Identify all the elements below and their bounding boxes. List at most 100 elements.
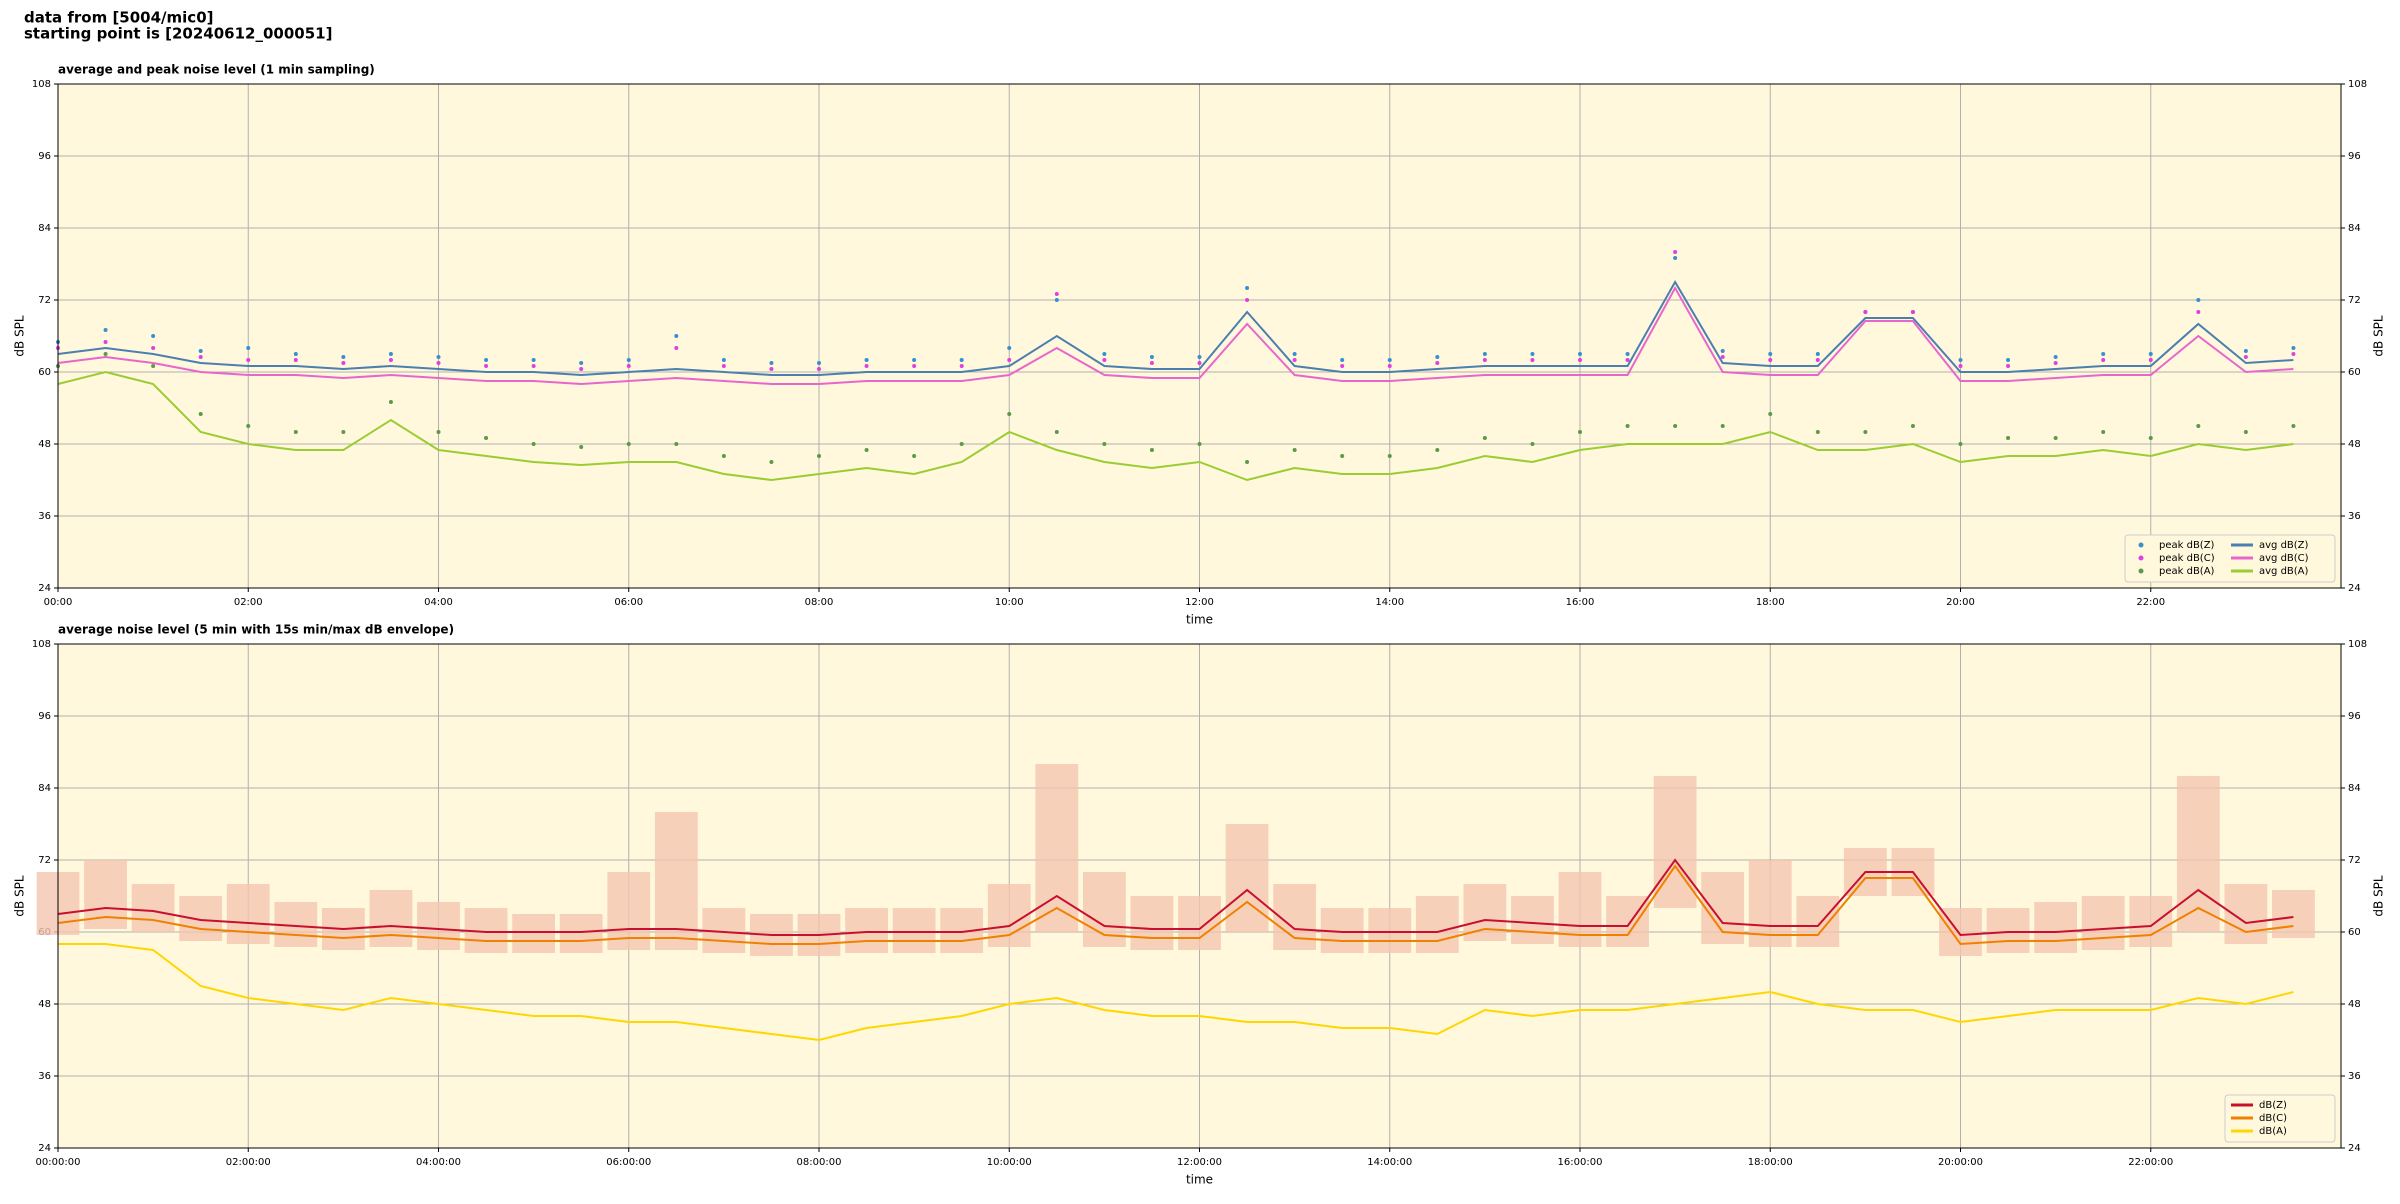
peak-point (769, 460, 774, 464)
peak-point (721, 454, 726, 458)
peak-point (626, 364, 631, 368)
x-axis-label: time (1186, 1173, 1213, 1187)
peak-point (1910, 310, 1915, 314)
peak-point (341, 430, 346, 434)
peak-point (864, 448, 869, 452)
x-tick-label: 04:00 (424, 597, 453, 608)
peak-point (151, 334, 156, 338)
legend-label: avg dB(Z) (2259, 540, 2309, 551)
y-tick-label: 84 (38, 783, 51, 794)
peak-point (1625, 358, 1630, 362)
peak-point (674, 442, 679, 446)
x-tick-label: 08:00:00 (797, 1157, 842, 1168)
peak-point (388, 400, 393, 404)
peak-point (864, 358, 869, 362)
x-tick-label: 04:00:00 (416, 1157, 461, 1168)
series-line (57, 864, 2294, 946)
peak-point (293, 430, 298, 434)
x-tick-label: 18:00:00 (1748, 1157, 1793, 1168)
x-tick-label: 20:00:00 (1938, 1157, 1983, 1168)
y2-axis-label: dB SPL (2372, 875, 2386, 917)
y2-tick-label: 48 (2348, 439, 2361, 450)
peak-point (1768, 358, 1773, 362)
peak-point (436, 430, 441, 434)
x-tick-label: 14:00 (1375, 597, 1404, 608)
y2-tick-label: 24 (2348, 583, 2361, 594)
peak-point (1673, 424, 1678, 428)
peak-point (769, 367, 774, 371)
peak-point (246, 346, 251, 350)
y-tick-label: 96 (38, 711, 51, 722)
y2-tick-label: 72 (2348, 855, 2361, 866)
peak-point (959, 364, 964, 368)
series-line (57, 370, 2294, 482)
peak-point (341, 361, 346, 365)
peak-point (1245, 286, 1250, 290)
y2-tick-label: 96 (2348, 711, 2361, 722)
legend-label: peak dB(C) (2159, 553, 2215, 564)
peak-point (2101, 352, 2106, 356)
legend-box (2124, 534, 2336, 583)
peak-point (1815, 358, 1820, 362)
peak-point (2196, 298, 2201, 302)
peak-point (1387, 358, 1392, 362)
peak-point (2101, 358, 2106, 362)
peak-point (959, 442, 964, 446)
peak-point (103, 328, 108, 332)
legend-label: avg dB(A) (2259, 566, 2309, 577)
y2-tick-label: 36 (2348, 1071, 2361, 1082)
peak-point (151, 364, 156, 368)
peak-point (1625, 424, 1630, 428)
peak-point (721, 364, 726, 368)
x-tick-label: 12:00 (1185, 597, 1214, 608)
peak-point (1673, 250, 1678, 254)
peak-point (817, 367, 821, 371)
header-line: starting point is [20240612_000051] (24, 25, 332, 43)
peak-point (769, 361, 774, 365)
peak-point (579, 361, 584, 365)
peak-point (1102, 358, 1107, 362)
peak-point (103, 352, 108, 356)
peak-point (1863, 430, 1868, 434)
peak-point (959, 358, 964, 362)
peak-point (198, 349, 203, 353)
peak-point (436, 361, 441, 365)
legend-label: dB(A) (2259, 1126, 2287, 1137)
peak-point (1958, 442, 1963, 446)
peak-point (1245, 298, 1250, 302)
peak-point (1007, 346, 1012, 350)
y-tick-label: 108 (32, 639, 51, 650)
y2-tick-label: 84 (2348, 783, 2361, 794)
peak-point (912, 358, 917, 362)
peak-point (531, 442, 536, 446)
legend-marker (2138, 568, 2144, 574)
peak-point (436, 355, 441, 359)
peak-point (103, 340, 108, 344)
peak-point (1292, 352, 1297, 356)
x-tick-label: 12:00:00 (1177, 1157, 1222, 1168)
peak-point (1340, 364, 1345, 368)
peak-point (817, 454, 821, 458)
peak-point (1149, 361, 1154, 365)
peak-point (388, 358, 393, 362)
peak-point (198, 355, 203, 359)
peak-point (1054, 298, 1059, 302)
peak-point (912, 364, 917, 368)
peak-point (721, 358, 726, 362)
peak-point (1292, 448, 1297, 452)
y-tick-label: 72 (38, 295, 51, 306)
peak-point (2053, 361, 2058, 365)
y-axis-label: dB SPL (13, 875, 27, 917)
peak-point (1102, 352, 1107, 356)
peak-point (2006, 364, 2011, 368)
x-tick-label: 16:00 (1566, 597, 1595, 608)
chart-title: average noise level (5 min with 15s min/… (58, 623, 454, 637)
peak-point (1720, 355, 1725, 359)
y2-tick-label: 24 (2348, 1143, 2361, 1154)
peak-point (1530, 358, 1535, 362)
peak-point (2243, 349, 2248, 353)
x-tick-label: 14:00:00 (1367, 1157, 1412, 1168)
x-tick-label: 00:00 (44, 597, 73, 608)
